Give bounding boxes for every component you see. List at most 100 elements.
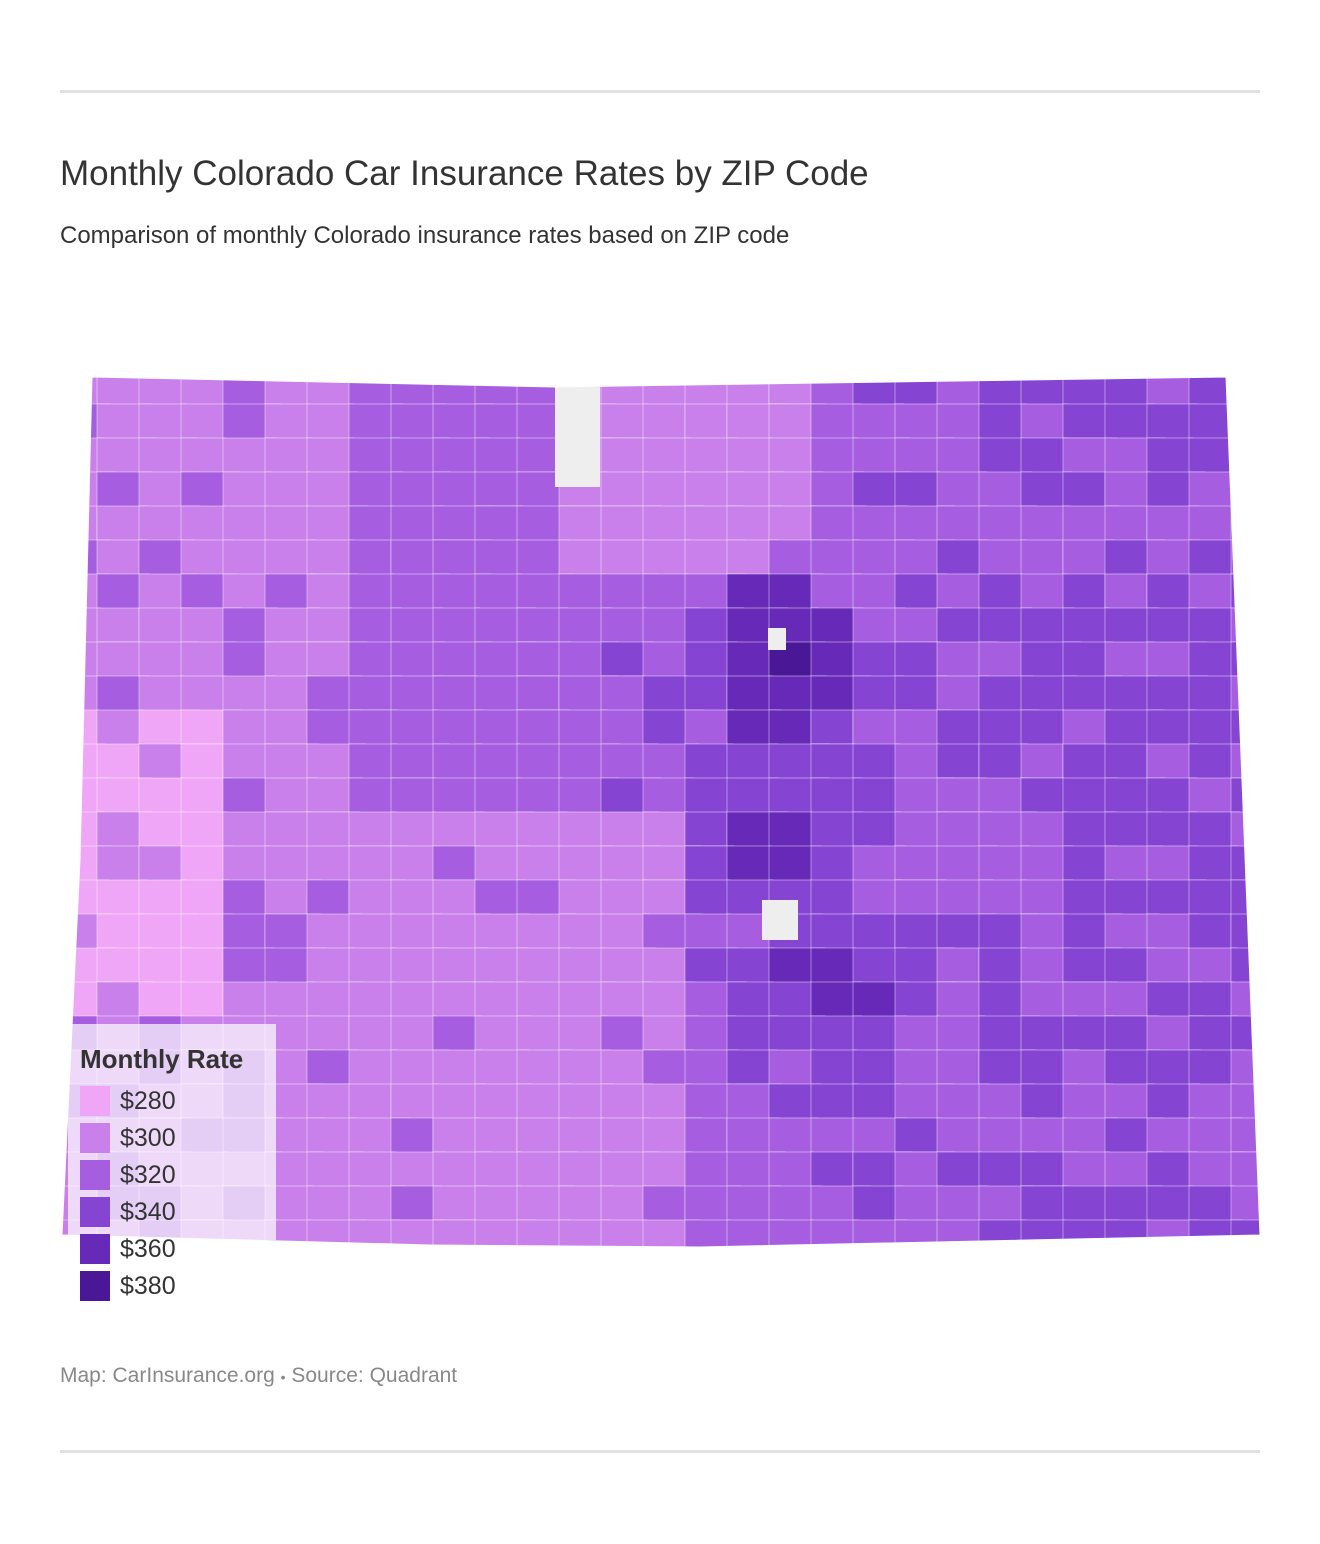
zip-region[interactable]: [264, 403, 311, 442]
zip-region[interactable]: [222, 913, 266, 955]
zip-region[interactable]: [1230, 879, 1287, 916]
zip-region[interactable]: [810, 709, 854, 745]
zip-region[interactable]: [1063, 1254, 1120, 1260]
zip-region[interactable]: [1104, 641, 1155, 679]
zip-region[interactable]: [1230, 607, 1277, 644]
zip-region[interactable]: [768, 505, 816, 546]
zip-region[interactable]: [600, 1117, 650, 1155]
zip-region[interactable]: [894, 1117, 941, 1153]
zip-region[interactable]: [1020, 709, 1065, 748]
zip-region[interactable]: [349, 1254, 394, 1260]
zip-region[interactable]: [222, 743, 272, 781]
zip-region[interactable]: [936, 947, 980, 983]
zip-region[interactable]: [1230, 1185, 1281, 1223]
zip-region[interactable]: [1062, 607, 1110, 647]
zip-region[interactable]: [1020, 1185, 1069, 1222]
zip-region[interactable]: [222, 573, 270, 611]
zip-region[interactable]: [642, 471, 691, 508]
zip-region[interactable]: [643, 1254, 703, 1260]
zip-region[interactable]: [936, 777, 987, 813]
zip-region[interactable]: [768, 981, 813, 1020]
zip-region[interactable]: [853, 1254, 904, 1260]
zip-region[interactable]: [1188, 573, 1235, 614]
zip-region[interactable]: [1021, 1254, 1082, 1260]
zip-region[interactable]: [1188, 403, 1244, 441]
zip-region[interactable]: [1230, 539, 1280, 575]
zip-region[interactable]: [432, 1219, 477, 1255]
zip-region[interactable]: [1020, 811, 1068, 850]
zip-region[interactable]: [978, 403, 1027, 445]
zip-region[interactable]: [180, 811, 228, 849]
zip-region[interactable]: [1020, 1219, 1066, 1254]
zip-region[interactable]: [1230, 437, 1289, 483]
zip-region[interactable]: [474, 437, 521, 476]
zip-region[interactable]: [768, 1219, 814, 1260]
zip-region[interactable]: [348, 573, 395, 615]
zip-region[interactable]: [223, 1254, 278, 1260]
zip-region[interactable]: [306, 539, 354, 575]
zip-region[interactable]: [306, 879, 350, 921]
zip-region[interactable]: [265, 1254, 323, 1260]
zip-region[interactable]: [600, 539, 647, 579]
zip-region[interactable]: [726, 981, 774, 1019]
zip-region[interactable]: [1104, 573, 1148, 612]
zip-region[interactable]: [726, 573, 771, 615]
zip-region[interactable]: [727, 1254, 782, 1260]
zip-region[interactable]: [558, 505, 607, 544]
zip-region[interactable]: [810, 1049, 858, 1088]
zip-region[interactable]: [138, 845, 184, 883]
zip-region[interactable]: [1230, 845, 1291, 882]
zip-region[interactable]: [348, 811, 397, 847]
zip-region[interactable]: [726, 437, 773, 478]
zip-region[interactable]: [979, 1254, 1030, 1260]
zip-region[interactable]: [1230, 1117, 1274, 1153]
zip-region[interactable]: [936, 1151, 982, 1190]
zip-region[interactable]: [600, 403, 649, 439]
zip-region[interactable]: [1020, 947, 1072, 984]
zip-region[interactable]: [936, 1219, 981, 1258]
zip-region[interactable]: [936, 573, 986, 611]
zip-region[interactable]: [684, 811, 728, 847]
zip-region[interactable]: [474, 539, 521, 576]
zip-region[interactable]: [433, 1254, 487, 1260]
zip-region[interactable]: [474, 1117, 518, 1156]
zip-region[interactable]: [348, 1151, 397, 1193]
zip-region[interactable]: [432, 607, 481, 644]
zip-region[interactable]: [1020, 403, 1069, 441]
zip-region[interactable]: [894, 1015, 940, 1053]
zip-region[interactable]: [222, 539, 270, 580]
zip-region[interactable]: [222, 641, 274, 683]
zip-region[interactable]: [685, 1254, 733, 1260]
zip-region[interactable]: [432, 1049, 483, 1086]
zip-region[interactable]: [936, 607, 981, 647]
zip-region[interactable]: [936, 437, 982, 476]
zip-region[interactable]: [306, 845, 354, 883]
zip-region[interactable]: [222, 845, 271, 884]
zip-region[interactable]: [1230, 370, 1286, 410]
zip-region[interactable]: [96, 607, 140, 643]
zip-region[interactable]: [390, 777, 437, 819]
zip-region[interactable]: [306, 1117, 357, 1157]
zip-region[interactable]: [1231, 1254, 1289, 1260]
zip-region[interactable]: [936, 709, 981, 748]
zip-region[interactable]: [222, 777, 267, 815]
zip-region[interactable]: [432, 471, 477, 511]
zip-region[interactable]: [642, 675, 688, 716]
zip-region[interactable]: [348, 709, 399, 749]
zip-region[interactable]: [1230, 403, 1287, 446]
zip-region[interactable]: [600, 370, 645, 407]
zip-region[interactable]: [181, 1254, 224, 1260]
zip-region[interactable]: [432, 1117, 480, 1154]
zip-region[interactable]: [810, 743, 856, 784]
zip-region[interactable]: [1146, 607, 1197, 648]
zip-region[interactable]: [600, 1219, 648, 1260]
zip-region[interactable]: [601, 1254, 658, 1260]
zip-region[interactable]: [390, 370, 437, 407]
zip-region[interactable]: [1230, 1219, 1285, 1260]
zip-region[interactable]: [937, 1254, 996, 1260]
zip-region[interactable]: [180, 675, 226, 712]
zip-region[interactable]: [1188, 641, 1239, 680]
zip-region[interactable]: [517, 1254, 559, 1260]
zip-region[interactable]: [55, 811, 105, 848]
zip-region[interactable]: [726, 947, 775, 986]
